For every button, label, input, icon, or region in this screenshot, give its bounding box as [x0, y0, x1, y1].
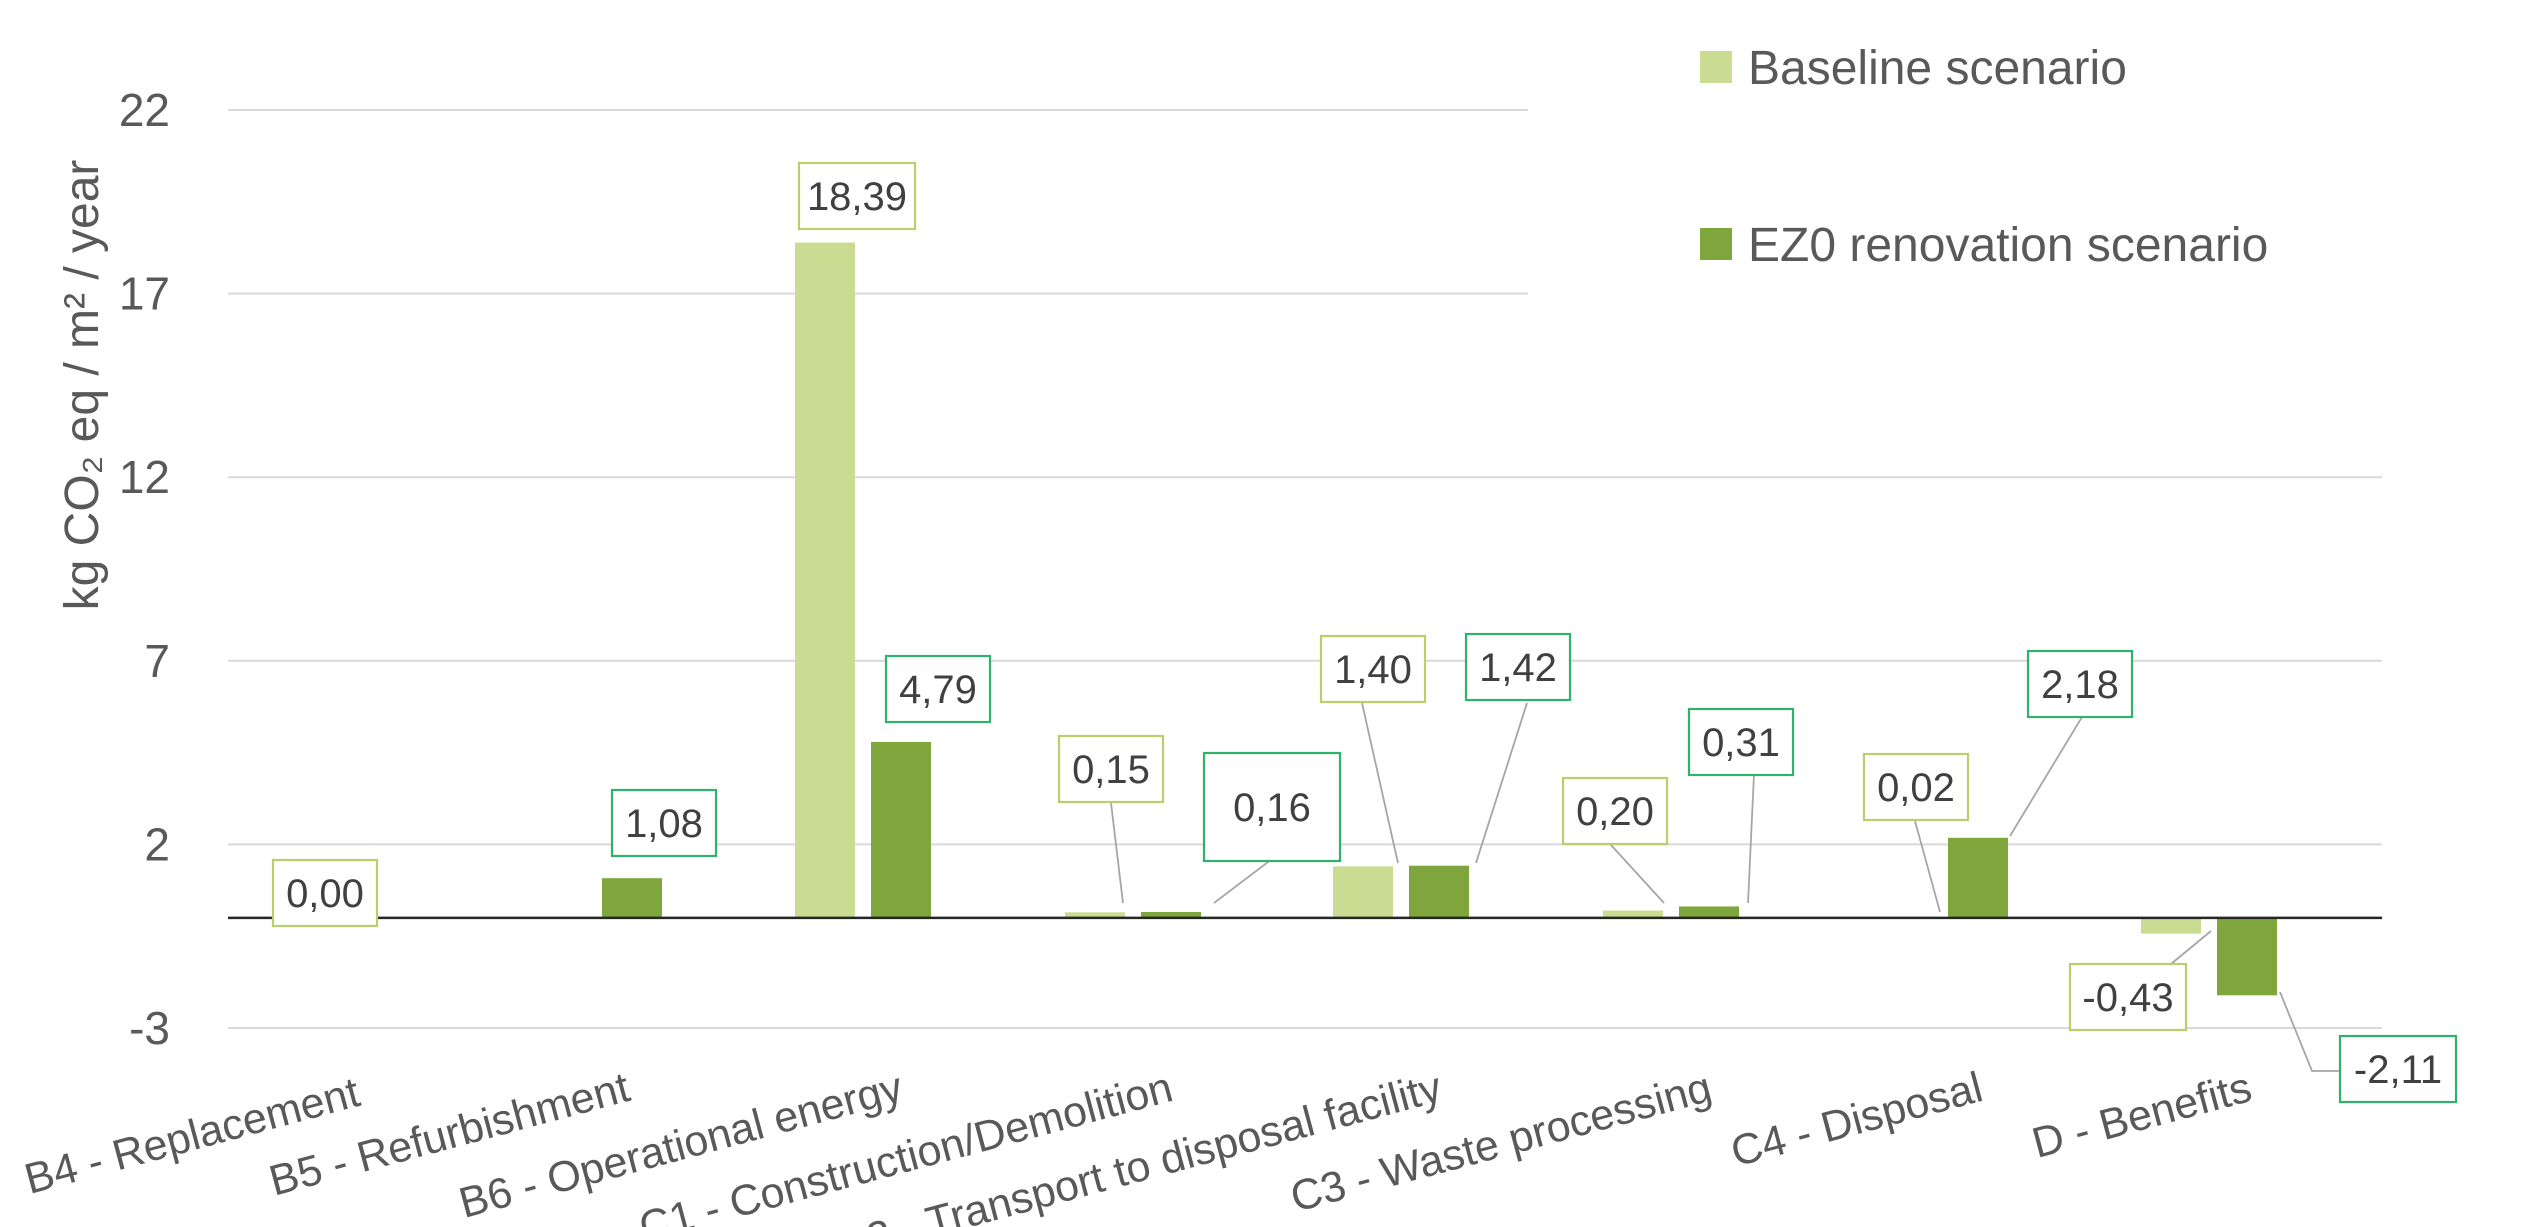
bar-ez0-renovation-scenario-c3-waste-processing — [1679, 906, 1739, 918]
legend-swatch-ez0-renovation-scenario — [1700, 228, 1732, 260]
leader-line — [1914, 820, 1941, 913]
data-label: 1,42 — [1479, 646, 1557, 690]
data-label-box — [1687, 707, 1795, 777]
data-label: 1,08 — [625, 802, 703, 846]
legend-swatch-baseline-scenario — [1700, 51, 1732, 83]
leader-line — [1475, 702, 1528, 864]
data-label-box — [1057, 734, 1165, 804]
y-tick-label: -3 — [129, 1002, 170, 1054]
data-label-box — [1561, 776, 1669, 846]
data-label-box — [271, 858, 379, 928]
y-tick-label: 12 — [119, 451, 170, 503]
bar-ez0-renovation-scenario-c1-construction-demolition — [1141, 911, 1201, 918]
legend: Baseline scenario EZ0 renovation scenario — [1700, 42, 2268, 272]
data-label: 2,18 — [2041, 663, 2119, 707]
leader-line — [1213, 858, 1273, 904]
bar-ez0-renovation-scenario-c4-disposal — [1948, 837, 2008, 918]
data-label: 0,02 — [1877, 766, 1955, 810]
data-label: 0,31 — [1702, 721, 1780, 765]
label-leader-lines — [1110, 702, 2358, 1072]
data-label-box — [884, 654, 992, 724]
leader-line — [2170, 930, 2212, 965]
data-label-box — [2068, 962, 2188, 1032]
data-labels: 0,00 18,39 0,15 1,40 0,20 0,02 -0,43 1,08 4,79 0,… — [271, 161, 2458, 1104]
bar-ez0-renovation-scenario-b6-operational-energy — [871, 741, 931, 918]
y-tick-label: 7 — [144, 635, 170, 687]
data-label: 4,79 — [899, 668, 977, 712]
leader-line — [1610, 844, 1665, 904]
bar-baseline-scenario-d-benefits — [2141, 917, 2201, 934]
data-label-box — [1202, 751, 1342, 863]
data-label: -0,43 — [2082, 976, 2173, 1020]
data-label-box — [2338, 1034, 2458, 1104]
data-label: -2,11 — [2354, 1048, 2442, 1092]
data-label-box — [1862, 752, 1970, 822]
legend-label: EZ0 renovation scenario — [1748, 219, 2268, 272]
y-tick-label: 2 — [144, 818, 170, 870]
leader-line — [1747, 773, 1755, 904]
bar-baseline-scenario-b6-operational-energy — [795, 242, 855, 918]
x-tick-label: D - Benefits — [2027, 1063, 2256, 1168]
y-axis-ticks: -3 2 7 12 17 22 — [119, 84, 170, 1054]
bar-ez0-renovation-scenario-b5-refurbishment — [602, 878, 662, 918]
data-label: 0,20 — [1576, 790, 1654, 834]
y-tick-label: 17 — [119, 268, 170, 320]
bar-baseline-scenario-c1-construction-demolition — [1065, 912, 1125, 918]
bar-baseline-scenario-c3-waste-processing — [1603, 910, 1663, 918]
data-label: 18,39 — [807, 175, 907, 219]
data-label: 0,15 — [1072, 748, 1150, 792]
bar-ez0-renovation-scenario-d-benefits — [2217, 917, 2277, 996]
data-label-box — [797, 161, 917, 231]
legend-label: Baseline scenario — [1748, 42, 2127, 95]
bar-baseline-scenario-c2-transport-to-disposal-facility — [1333, 866, 1393, 918]
leader-line — [2009, 716, 2083, 837]
x-tick-label: C4 - Disposal — [1726, 1063, 1988, 1176]
y-axis-label: kg CO₂ eq / m² / year — [56, 160, 109, 611]
data-label-box — [610, 788, 718, 858]
data-label: 0,00 — [286, 872, 364, 916]
bar-ez0-renovation-scenario-c2-transport-to-disposal-facility — [1409, 865, 1469, 918]
leader-line — [1361, 702, 1399, 864]
data-label-box — [1464, 632, 1572, 702]
data-label: 0,16 — [1233, 786, 1311, 830]
bars — [257, 242, 2277, 996]
gridlines — [228, 109, 2382, 1029]
data-label-box — [1319, 634, 1427, 704]
data-label: 1,40 — [1334, 648, 1412, 692]
data-label-box — [2026, 649, 2134, 719]
y-tick-label: 22 — [119, 84, 170, 136]
leader-line — [1110, 802, 1124, 904]
